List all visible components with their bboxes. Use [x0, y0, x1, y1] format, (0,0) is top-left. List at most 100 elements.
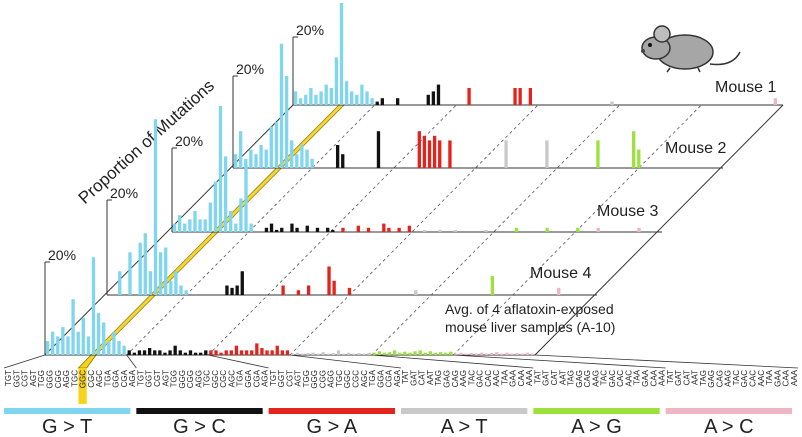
bar [71, 299, 75, 355]
x-tick-label: TGT [269, 370, 278, 386]
bar [169, 280, 173, 295]
bar [255, 343, 259, 355]
class-bar [4, 408, 131, 414]
bar [188, 350, 193, 355]
x-tick-label: CGA [252, 369, 261, 387]
x-tick-label: CAG [451, 370, 460, 387]
highlight-strip [77, 354, 97, 369]
bar [51, 331, 55, 355]
bar [244, 158, 248, 168]
bar [153, 119, 158, 295]
x-tick-label: TAT [666, 370, 675, 384]
bar [234, 345, 239, 355]
x-tick-label: TGA [236, 369, 245, 386]
x-tick-label: TGT [4, 370, 13, 386]
x-tick-label: AGA [261, 369, 270, 387]
bar [213, 181, 218, 232]
bar [525, 352, 530, 355]
bar [219, 352, 223, 355]
x-tick-label: CAA [782, 369, 791, 386]
x-tick-label: AGT [29, 370, 38, 387]
bar [305, 149, 309, 168]
bar [347, 287, 352, 295]
bar [81, 317, 85, 355]
x-tick-label: TGG [302, 370, 311, 387]
bar [183, 352, 188, 355]
x-tick-label: CGC [352, 370, 361, 388]
x-tick-label: GAT [542, 370, 551, 386]
bar [239, 198, 243, 232]
group-divider [289, 104, 539, 356]
class-bar [136, 408, 263, 414]
bar [596, 227, 600, 232]
y-tick-label: 20% [236, 61, 264, 77]
x-tick-label: CAA [649, 369, 658, 386]
bar [117, 341, 121, 355]
x-tick-label: AGT [294, 370, 303, 387]
x-tick-label: GAC [608, 370, 617, 388]
bar [290, 353, 295, 355]
bar [387, 227, 391, 232]
x-tick-label: TAT [533, 370, 542, 384]
bar [229, 350, 233, 355]
bar [438, 229, 442, 232]
bar [357, 353, 361, 355]
bar [464, 353, 468, 355]
x-tick-label: GGG [310, 370, 319, 389]
bar [557, 287, 561, 295]
class-bar [665, 408, 792, 414]
bar [484, 229, 488, 232]
class-bar [533, 408, 660, 414]
x-tick-label: AAA [658, 369, 667, 386]
bar [432, 135, 437, 168]
bar [264, 227, 269, 232]
x-tick-label: TGG [170, 370, 179, 387]
bar [545, 140, 549, 168]
x-tick-label: TAA [500, 369, 509, 385]
bar [179, 285, 183, 295]
bar [528, 88, 533, 105]
bar [168, 350, 172, 355]
bar [414, 290, 418, 295]
bar [341, 227, 345, 232]
bar [427, 140, 432, 168]
bar [367, 352, 371, 355]
x-tick-label: TGC [335, 370, 344, 387]
x-tick-label: GAG [575, 370, 584, 388]
bar [395, 98, 400, 105]
bar [295, 154, 299, 168]
bar [596, 140, 600, 168]
bar [274, 229, 279, 232]
bar [279, 43, 284, 168]
bar [514, 227, 519, 232]
bar [515, 353, 519, 355]
class-bar [401, 408, 528, 414]
x-tick-label: AAG [459, 370, 468, 387]
x-tick-label: AGG [194, 370, 203, 388]
bar [479, 352, 484, 355]
bar [316, 353, 320, 355]
bar [198, 219, 202, 232]
bar [270, 350, 274, 355]
bar [61, 327, 65, 355]
x-tick-label: TGC [70, 370, 79, 387]
bar [545, 227, 549, 232]
x-tick-label: CGG [186, 370, 195, 388]
bar [234, 223, 238, 232]
x-tick-label: AAC [757, 370, 766, 387]
x-tick-label: TAC [467, 370, 476, 386]
bar [143, 233, 147, 295]
bar [637, 227, 641, 232]
bar [138, 242, 142, 295]
fan-line [126, 354, 137, 369]
x-tick-label: GGT [12, 370, 21, 387]
bar [91, 257, 96, 355]
bar [265, 350, 269, 355]
bar [158, 252, 163, 295]
bar [208, 202, 212, 232]
bar [426, 94, 430, 105]
bar [225, 285, 229, 295]
bar [365, 91, 369, 105]
x-tick-label: CAG [715, 370, 724, 387]
x-tick-label: AAT [691, 370, 700, 385]
